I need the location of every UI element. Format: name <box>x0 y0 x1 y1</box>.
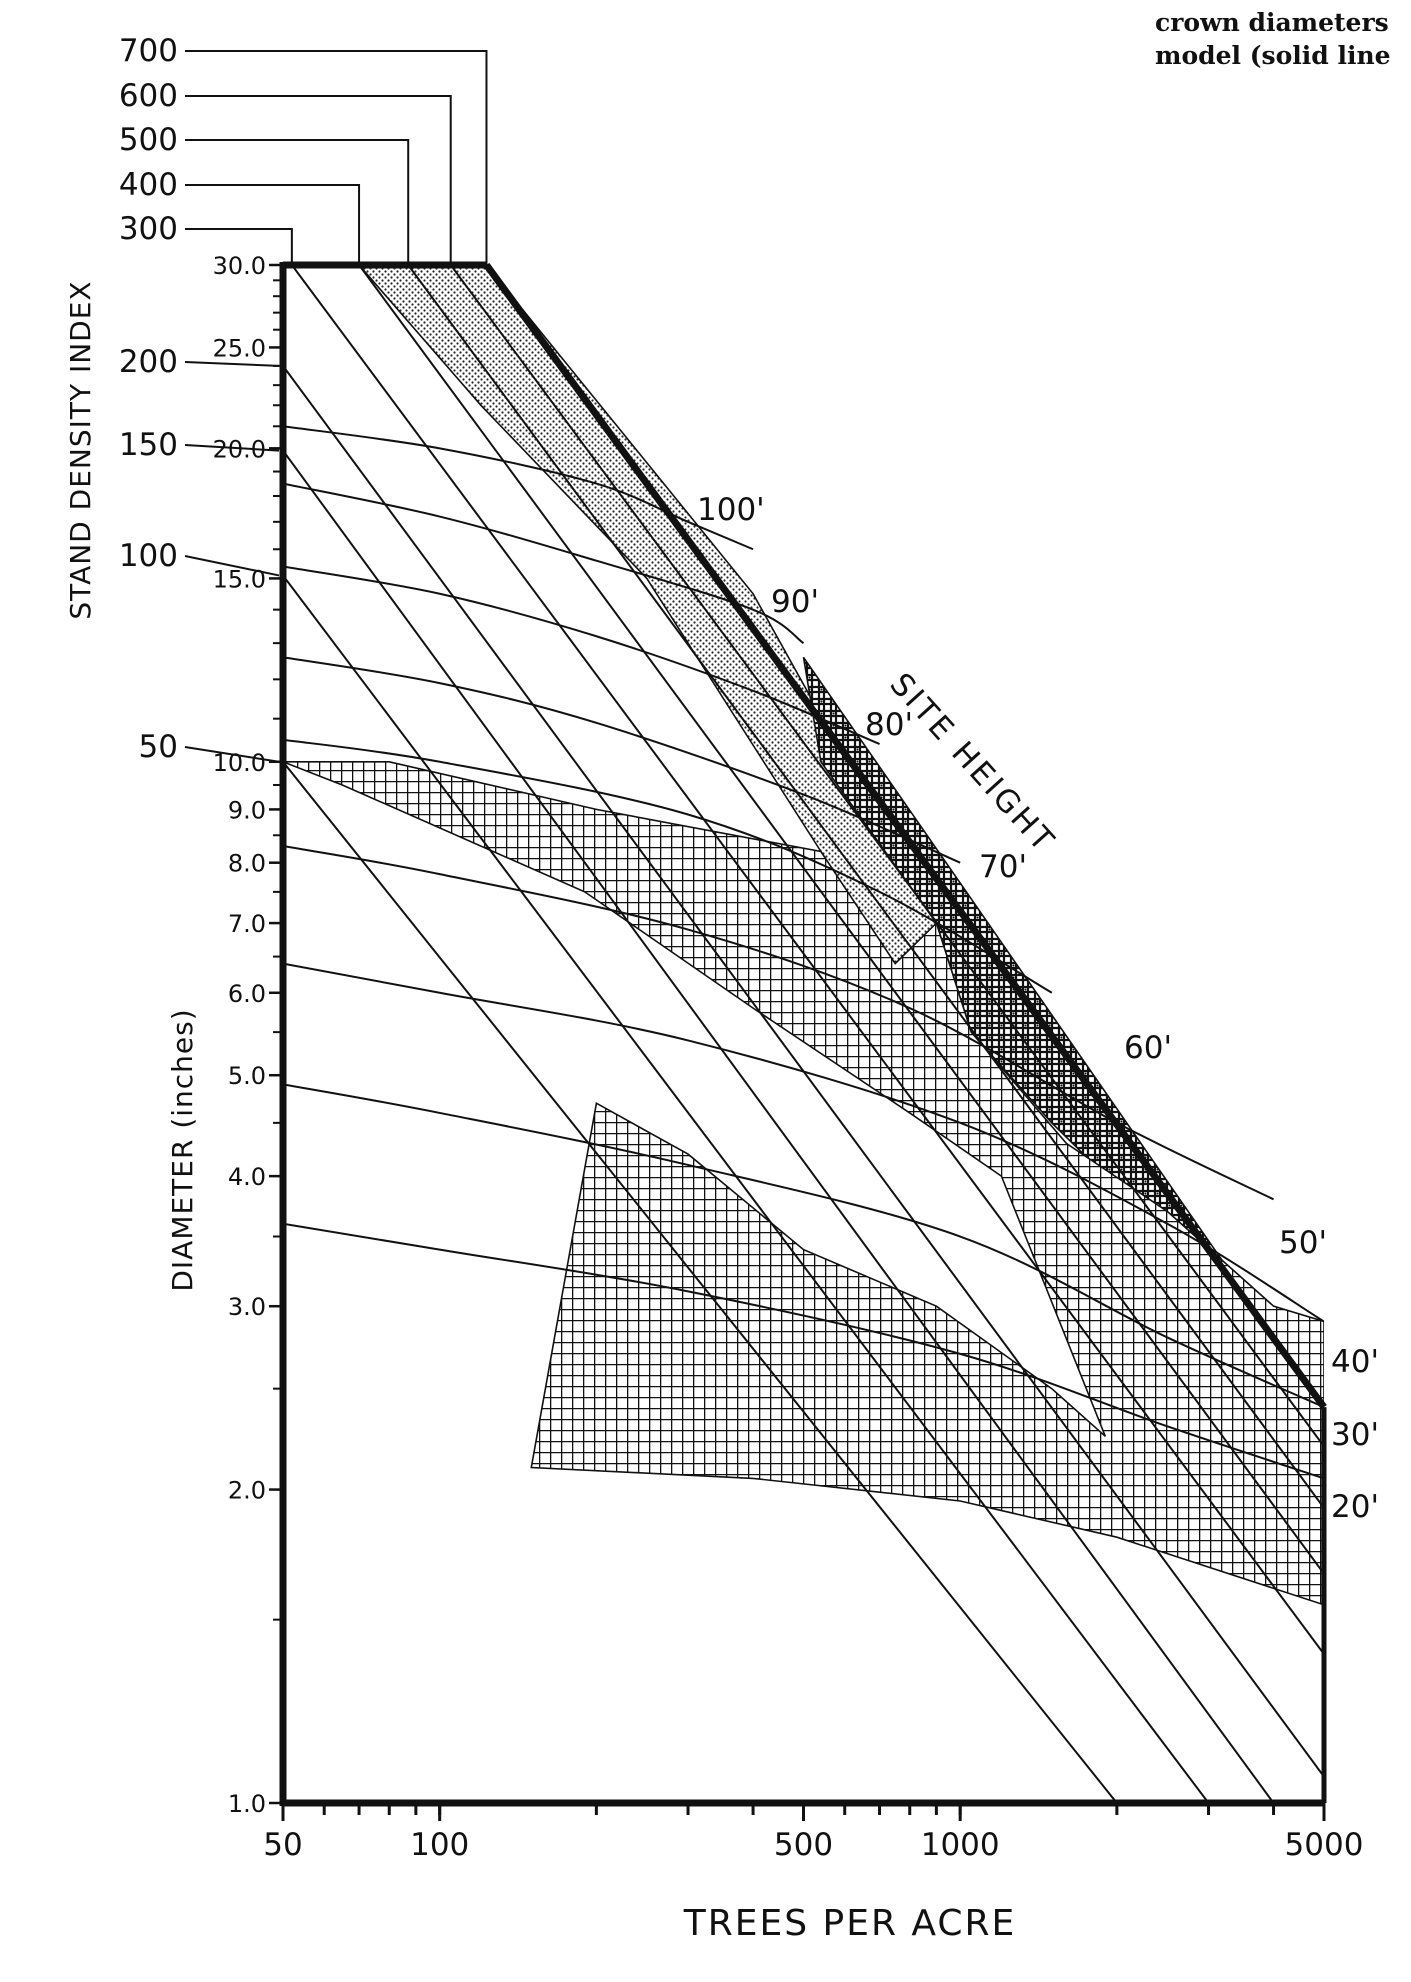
sdi-leader-150 <box>184 444 280 452</box>
y-tick-label: 9.0 <box>228 796 266 824</box>
x-tick-label: 50 <box>263 1827 302 1863</box>
y-tick-label: 10.0 <box>213 749 266 777</box>
region-crosshatch-2 <box>283 760 1324 1606</box>
y-tick-label: 8.0 <box>228 850 266 878</box>
sdi-line-600 <box>449 265 1324 1448</box>
y-tick-label: 4.0 <box>228 1163 266 1191</box>
sdi-leader-100 <box>184 555 280 577</box>
y-tick-label: 2.0 <box>228 1477 266 1505</box>
y-tick-label: 7.0 <box>228 910 266 938</box>
site-curve-5 <box>283 845 1274 1201</box>
y-tick-label: 5.0 <box>228 1062 266 1090</box>
y-tick-label: 3.0 <box>228 1293 266 1321</box>
sdi-leader-300 <box>185 228 293 265</box>
sdi-tick-label: 50 <box>139 729 178 765</box>
site-curve-2 <box>283 565 880 745</box>
y-tick-label: 25.0 <box>213 334 266 362</box>
site-curve-0 <box>283 425 754 551</box>
sdi-line-300 <box>291 265 1324 1655</box>
x-tick-label: 500 <box>774 1827 833 1863</box>
sdi-leader-600 <box>185 95 452 265</box>
sdi-tick-label: 300 <box>119 211 178 247</box>
sdi-line-500 <box>407 265 1324 1509</box>
caption-line-1: crown diameters <box>1155 8 1389 37</box>
site-height-label: 20' <box>1331 1489 1379 1525</box>
sdi-tick-label: 200 <box>119 344 178 380</box>
sdi-line-100 <box>283 574 1210 1803</box>
y-tick-label: 20.0 <box>213 435 266 463</box>
site-curve-3 <box>283 656 961 864</box>
x-axis-title: TREES PER ACRE <box>683 1903 1017 1944</box>
site-curve-7 <box>283 1083 1324 1409</box>
sdi-line-200 <box>283 365 1324 1778</box>
sdi-line-150 <box>283 450 1275 1803</box>
sdi-leader-500 <box>185 139 410 265</box>
sdi-tick-label: 150 <box>119 427 178 463</box>
x-tick-label: 5000 <box>1285 1827 1364 1863</box>
sdi-leader-50 <box>184 746 280 763</box>
site-height-label: 100' <box>697 492 765 528</box>
site-height-label: 70' <box>979 849 1027 885</box>
sdi-leader-700 <box>185 50 488 265</box>
site-height-label: 80' <box>865 707 913 743</box>
site-height-label: 50' <box>1279 1225 1327 1261</box>
y-tick-label: 30.0 <box>213 252 266 280</box>
sdi-tick-label: 100 <box>119 538 178 574</box>
sdi-leader-200 <box>184 361 280 367</box>
sdi-leader-400 <box>185 184 361 265</box>
figure-caption: crown diameters model (solid line <box>1155 6 1391 72</box>
site-curve-6 <box>283 962 1324 1323</box>
site-height-label: 40' <box>1331 1344 1379 1380</box>
sdi-tick-label: 600 <box>119 78 178 114</box>
sdi-tick-label: 500 <box>119 122 178 158</box>
site-height-label: 30' <box>1331 1417 1379 1453</box>
y-tick-label: 1.0 <box>228 1790 266 1818</box>
max-density-boundary <box>483 262 1327 1410</box>
y-axis-title-diameter: DIAMETER (inches) <box>166 1008 199 1291</box>
y-axis-title-sdi: STAND DENSITY INDEX <box>64 280 97 619</box>
y-tick-label: 6.0 <box>228 980 266 1008</box>
site-height-label: 60' <box>1124 1030 1172 1066</box>
x-tick-label: 100 <box>410 1827 469 1863</box>
site-curve-4 <box>283 738 1053 994</box>
site-curve-1 <box>283 482 805 644</box>
sdi-line-400 <box>358 265 1324 1575</box>
sdi-tick-label: 400 <box>119 167 178 203</box>
sdi-tick-label: 700 <box>119 33 178 69</box>
caption-line-2: model (solid line <box>1155 41 1391 70</box>
site-curve-8 <box>283 1222 1324 1480</box>
site-height-label: 90' <box>771 584 819 620</box>
sdi-line-50 <box>283 761 1118 1803</box>
x-tick-label: 1000 <box>921 1827 1000 1863</box>
y-tick-label: 15.0 <box>213 565 266 593</box>
